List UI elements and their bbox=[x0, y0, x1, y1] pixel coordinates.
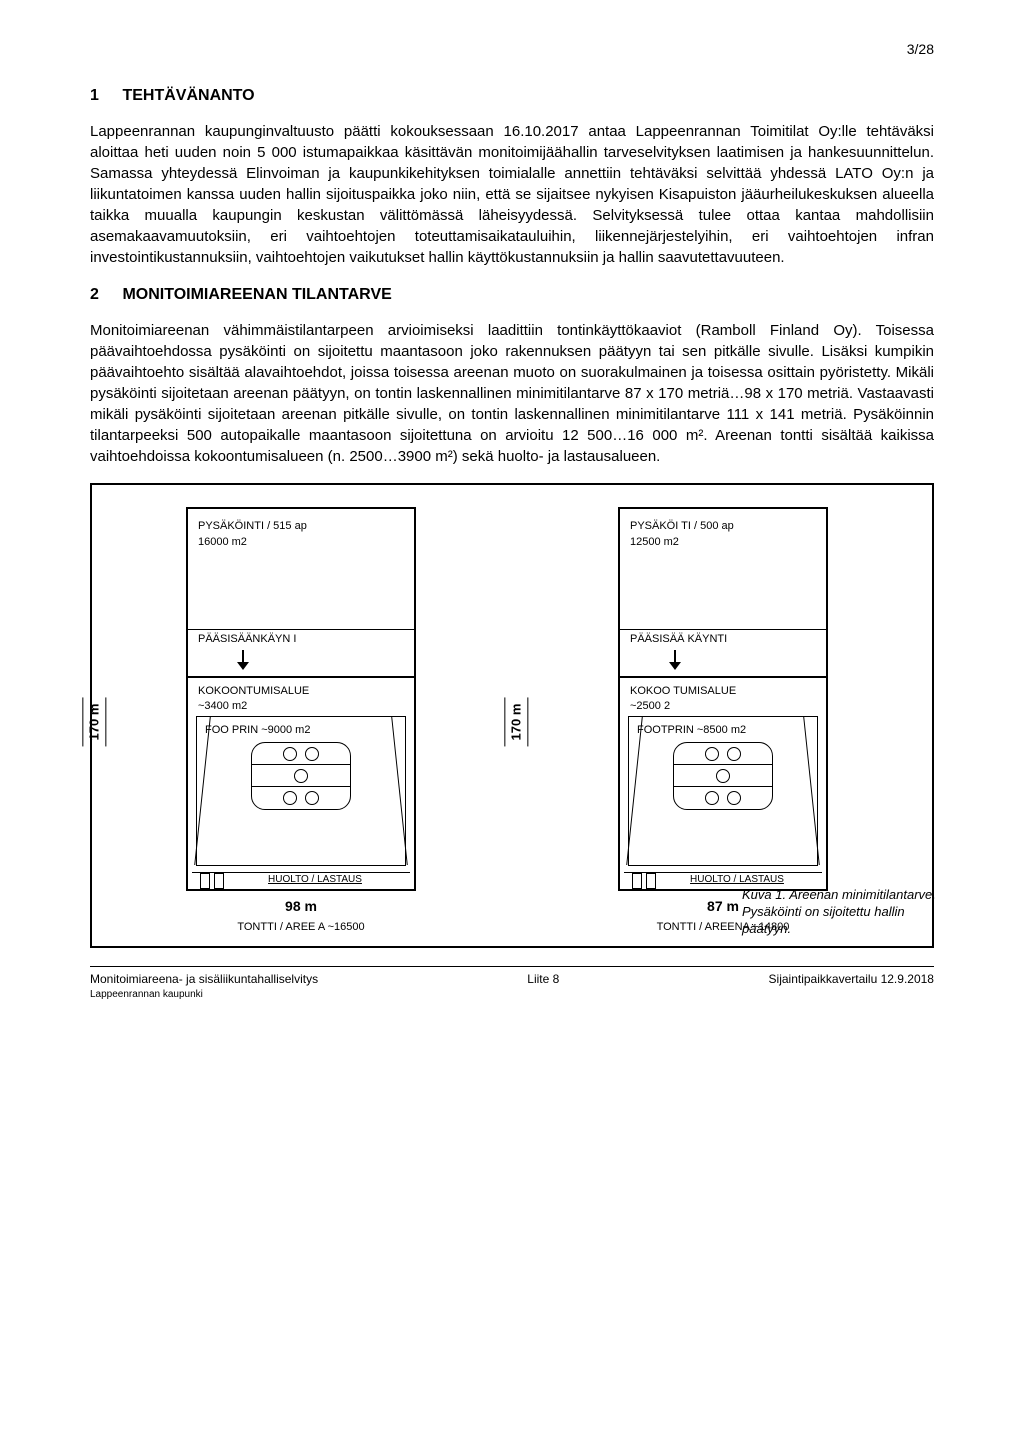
left-rink-icon bbox=[251, 742, 351, 810]
section-2-num: 2 bbox=[90, 284, 118, 306]
left-service-row: HUOLTO / LASTAUS bbox=[192, 872, 410, 889]
left-arrow-icon bbox=[188, 650, 414, 676]
left-assembly-line1: KOKOONTUMISALUE bbox=[198, 684, 404, 699]
right-assembly-line1: KOKOO TUMISALUE bbox=[630, 684, 816, 699]
left-entry-label: PÄÄSISÄÄNKÄYN I bbox=[188, 629, 414, 649]
left-footprint-block: FOO PRIN ~9000 m2 bbox=[196, 716, 406, 866]
page-footer: Monitoimiareena- ja sisäliikuntahallisel… bbox=[90, 966, 934, 1002]
section-2-title: MONITOIMIAREENAN TILANTARVE bbox=[122, 286, 391, 303]
right-assembly-block: KOKOO TUMISALUE ~2500 2 bbox=[620, 676, 826, 714]
figure-caption: Kuva 1. Areenan minimitilantarve. Pysäkö… bbox=[742, 887, 942, 938]
door-icon bbox=[632, 873, 642, 889]
section-1-title: TEHTÄVÄNANTO bbox=[122, 87, 254, 104]
left-parking-block: PYSÄKÖINTI / 515 ap 16000 m2 bbox=[188, 509, 414, 629]
door-icon bbox=[200, 873, 210, 889]
footer-title: Monitoimiareena- ja sisäliikuntahallisel… bbox=[90, 971, 318, 988]
left-service-label: HUOLTO / LASTAUS bbox=[228, 873, 402, 887]
height-label-left: 170 m bbox=[82, 697, 106, 746]
right-outer-box: PYSÄKÖI TI / 500 ap 12500 m2 PÄÄSISÄÄ KÄ… bbox=[618, 507, 828, 890]
right-footprint-block: FOOTPRIN ~8500 m2 bbox=[628, 716, 818, 866]
left-parking-line1: PYSÄKÖINTI / 515 ap bbox=[198, 519, 404, 534]
right-parking-line2: 12500 m2 bbox=[630, 535, 816, 550]
left-width-dim: 98 m bbox=[186, 897, 416, 917]
left-tontti-line: TONTTI / AREE A ~16500 bbox=[186, 920, 416, 935]
right-parking-line1: PYSÄKÖI TI / 500 ap bbox=[630, 519, 816, 534]
left-parking-line2: 16000 m2 bbox=[198, 535, 404, 550]
page-number: 3/28 bbox=[90, 40, 934, 60]
footer-right: Sijaintipaikkavertailu 12.9.2018 bbox=[769, 971, 934, 1002]
right-service-label: HUOLTO / LASTAUS bbox=[660, 873, 814, 887]
diagram-left: 170 m PYSÄKÖINTI / 515 ap 16000 m2 PÄÄSI… bbox=[110, 507, 492, 935]
section-1-num: 1 bbox=[90, 85, 118, 107]
footer-sub: Lappeenrannan kaupunki bbox=[90, 988, 318, 1002]
diagram-right: 170 m PYSÄKÖI TI / 500 ap 12500 m2 PÄÄSI… bbox=[532, 507, 914, 935]
right-parking-block: PYSÄKÖI TI / 500 ap 12500 m2 bbox=[620, 509, 826, 629]
left-outer-box: PYSÄKÖINTI / 515 ap 16000 m2 PÄÄSISÄÄNKÄ… bbox=[186, 507, 416, 890]
height-label-right: 170 m bbox=[504, 697, 528, 746]
section-2-heading: 2 MONITOIMIAREENAN TILANTARVE bbox=[90, 284, 934, 306]
section-1-para: Lappeenrannan kaupunginvaltuusto päätti … bbox=[90, 121, 934, 268]
left-assembly-block: KOKOONTUMISALUE ~3400 m2 bbox=[188, 676, 414, 714]
diagram-frame: 170 m PYSÄKÖINTI / 515 ap 16000 m2 PÄÄSI… bbox=[90, 483, 934, 947]
right-rink-icon bbox=[673, 742, 773, 810]
right-entry-label: PÄÄSISÄÄ KÄYNTI bbox=[620, 629, 826, 649]
left-assembly-line2: ~3400 m2 bbox=[198, 699, 404, 714]
right-assembly-line2: ~2500 2 bbox=[630, 699, 816, 714]
door-icon bbox=[646, 873, 656, 889]
right-arrow-icon bbox=[620, 650, 826, 676]
footer-mid: Liite 8 bbox=[527, 971, 559, 1002]
section-1-heading: 1 TEHTÄVÄNANTO bbox=[90, 85, 934, 107]
door-icon bbox=[214, 873, 224, 889]
section-2-para: Monitoimiareenan vähimmäistilantarpeen a… bbox=[90, 320, 934, 467]
